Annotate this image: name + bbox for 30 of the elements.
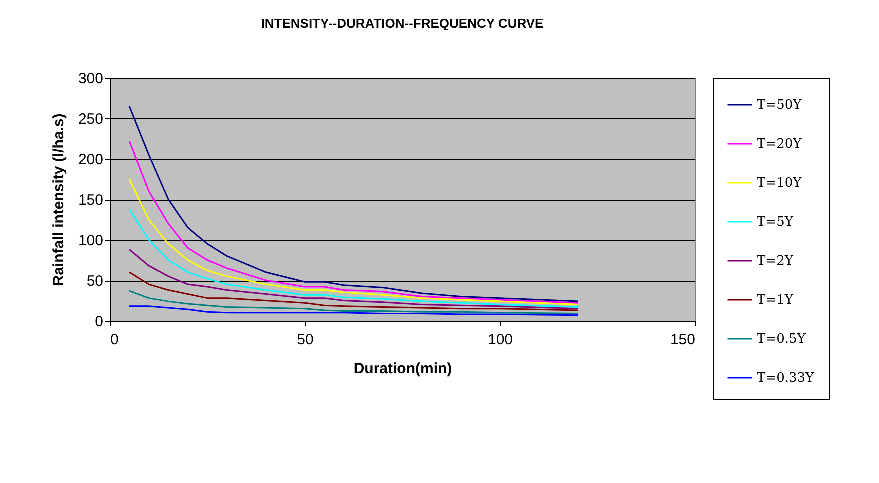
legend-label: T=50Y (757, 98, 802, 113)
y-tick-label: 200 (78, 152, 104, 168)
x-tick-label: 150 (670, 332, 696, 348)
legend-label: T=5Y (757, 215, 794, 230)
line-series (128, 106, 579, 302)
line-series (128, 306, 579, 316)
legend-label: T=0.5Y (757, 332, 806, 347)
legend-label: T=10Y (757, 176, 802, 191)
x-axis-title: Duration(min) (354, 360, 452, 378)
legend-label: T=20Y (757, 137, 802, 152)
y-tick-label: 250 (78, 111, 104, 128)
y-axis-title: Rainfall intensity (l/ha.s) (50, 114, 68, 286)
x-tick-label: 0 (110, 332, 119, 348)
x-tick-label: 100 (488, 332, 514, 348)
line-series (128, 208, 579, 308)
legend-label: T=1Y (757, 293, 794, 308)
line-series (128, 290, 579, 314)
y-tick-label: 0 (95, 314, 104, 330)
line-series (128, 178, 579, 306)
y-tick-label: 300 (78, 70, 104, 88)
legend-label: T=0.33Y (757, 371, 815, 386)
line-series (128, 248, 579, 310)
x-tick-label: 50 (297, 332, 314, 348)
legend-label: T=2Y (757, 254, 794, 269)
line-series (128, 140, 579, 304)
line-series (128, 272, 579, 312)
y-tick-label: 150 (78, 192, 104, 209)
y-tick-label: 100 (78, 232, 104, 250)
y-tick-label: 50 (86, 273, 104, 290)
chart-title: INTENSITY--DURATION--FREQUENCY CURVE (261, 16, 544, 31)
